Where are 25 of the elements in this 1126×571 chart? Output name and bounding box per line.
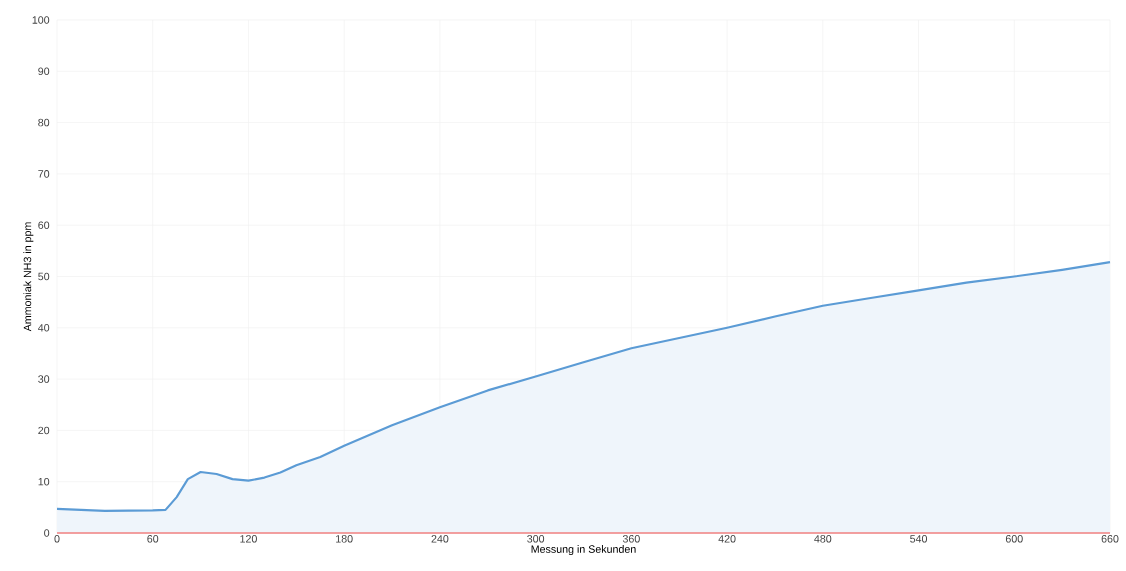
- x-tick-label: 120: [240, 535, 257, 543]
- x-axis-title: Messung in Sekunden: [531, 545, 636, 556]
- y-axis-title: Ammoniak NH3 in ppm: [23, 222, 34, 332]
- x-tick-label: 420: [718, 535, 736, 543]
- y-tick-label: 50: [38, 272, 50, 281]
- x-tick-label: 660: [1101, 535, 1119, 543]
- x-tick-label: 180: [336, 535, 353, 543]
- x-tick-label: 60: [147, 535, 159, 543]
- y-tick-label: 10: [38, 477, 50, 486]
- x-tick-label: 300: [527, 535, 545, 543]
- y-tick-label: 100: [32, 16, 50, 24]
- y-tick-label: 60: [38, 221, 50, 229]
- y-tick-label: 30: [38, 375, 50, 383]
- y-tick-label: 40: [38, 324, 50, 332]
- y-tick-label: 70: [38, 170, 50, 178]
- x-tick-label: 0: [54, 535, 60, 543]
- y-tick-label: 0: [44, 529, 50, 537]
- x-tick-label: 600: [1005, 535, 1023, 543]
- x-tick-label: 480: [814, 535, 832, 543]
- x-tick-label: 540: [910, 535, 928, 543]
- x-tick-label: 360: [622, 535, 640, 543]
- y-tick-label: 80: [38, 118, 50, 127]
- x-tick-label: 240: [431, 535, 449, 543]
- y-tick-label: 90: [38, 67, 50, 76]
- y-tick-label: 20: [38, 426, 50, 435]
